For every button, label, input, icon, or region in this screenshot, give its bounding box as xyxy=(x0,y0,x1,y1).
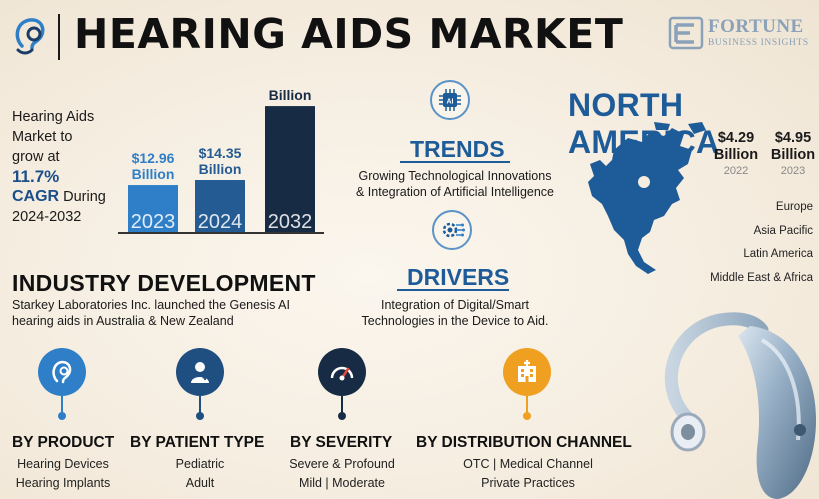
na-year-2023: 2023 xyxy=(780,165,806,177)
segment-dot xyxy=(196,412,204,420)
segment-heading-distribution: BY DISTRIBUTION CHANNEL xyxy=(416,434,632,451)
segment-heading-product: BY PRODUCT xyxy=(12,434,115,451)
hospital-icon xyxy=(503,348,551,396)
brand-subtitle: BUSINESS INSIGHTS xyxy=(708,38,809,48)
segment-dot xyxy=(58,412,66,420)
trends-text-line-1: Growing Technological Innovations xyxy=(358,169,552,183)
industry-heading: INDUSTRY DEVELOPMENT xyxy=(12,270,316,296)
growth-rate: 11.7% xyxy=(12,167,60,186)
bar-2024 xyxy=(195,180,245,232)
drivers-heading: DRIVERS xyxy=(407,264,510,290)
drivers-underline xyxy=(397,289,509,291)
na-amount-2023: $4.95 xyxy=(774,130,812,146)
segment-item: OTC | Medical Channel xyxy=(463,457,593,471)
segment-item: Pediatric xyxy=(175,457,225,471)
growth-line-1: Hearing Aids xyxy=(12,109,95,125)
drivers-text-line-2: Technologies in the Device to Aid. xyxy=(361,314,549,328)
title-divider xyxy=(58,14,60,60)
na-value-2023: $4.95 Billion 2023 xyxy=(768,130,818,177)
severity-gauge-icon xyxy=(318,348,366,396)
trends-underline xyxy=(400,161,510,163)
segment-connector xyxy=(341,396,343,414)
hearing-aid-image xyxy=(650,300,819,499)
segment-connector xyxy=(199,396,201,414)
brand-mark-icon xyxy=(668,16,704,50)
brand-name: FORTUNE xyxy=(708,16,804,37)
segment-dot xyxy=(523,412,531,420)
growth-statement: Hearing Aids Market to grow at 11.7% CAG… xyxy=(12,107,124,227)
segment-item: Hearing Implants xyxy=(15,476,111,490)
other-regions-list: Europe Asia Pacific Latin America Middle… xyxy=(710,196,813,290)
na-year-2022: 2022 xyxy=(723,165,749,177)
north-america-map-icon xyxy=(584,120,716,280)
segment-dot xyxy=(338,412,346,420)
patient-icon xyxy=(176,348,224,396)
drivers-description: Integration of Digital/Smart Technologie… xyxy=(340,297,570,329)
industry-text-line-2: hearing aids in Australia & New Zealand xyxy=(12,314,234,328)
industry-text-line-1: Starkey Laboratories Inc. launched the G… xyxy=(12,298,290,312)
na-unit-2022: Billion xyxy=(713,147,759,163)
segment-connector xyxy=(526,396,528,414)
chart-baseline xyxy=(118,232,324,234)
bar-value-label: $14.35 xyxy=(199,145,242,161)
bar-category-label: 2023 xyxy=(131,211,176,233)
hearing-aid-outline-icon xyxy=(8,12,54,58)
segment-connector xyxy=(61,396,63,414)
gear-circuit-icon xyxy=(432,210,472,250)
trends-description: Growing Technological Innovations & Inte… xyxy=(340,168,570,200)
segment-item: Adult xyxy=(185,476,215,490)
segment-item: Mild | Moderate xyxy=(299,476,385,490)
svg-text:AI: AI xyxy=(447,99,454,106)
segment-heading-patient-type: BY PATIENT TYPE xyxy=(130,434,265,451)
na-amount-2022: $4.29 xyxy=(717,130,755,146)
bar-category-label: 2032 xyxy=(268,211,313,233)
cagr-label: CAGR xyxy=(12,188,60,205)
bar-category-label: 2024 xyxy=(198,211,243,233)
during-label: During xyxy=(59,189,106,205)
ai-chip-icon: AI xyxy=(430,80,470,120)
drivers-text-line-1: Integration of Digital/Smart xyxy=(381,298,529,312)
forecast-period: 2024-2032 xyxy=(12,209,82,225)
bar-unit-label: Billion xyxy=(199,161,242,177)
na-value-2022: $4.29 Billion 2022 xyxy=(712,130,760,177)
ear-device-icon xyxy=(38,348,86,396)
bar-value-label: $12.96 xyxy=(132,150,175,166)
segment-heading-severity: BY SEVERITY xyxy=(290,434,393,451)
brand-logo: FORTUNE BUSINESS INSIGHTS xyxy=(668,14,816,54)
region-item: Middle East & Africa xyxy=(710,271,813,284)
trends-heading: TRENDS xyxy=(410,136,505,162)
bar-unit-label: Billion xyxy=(269,88,312,103)
bar-unit-label: Billion xyxy=(132,166,175,182)
na-unit-2023: Billion xyxy=(770,147,816,163)
segment-item: Private Practices xyxy=(481,476,575,490)
region-item: Asia Pacific xyxy=(753,224,813,237)
segment-item: Hearing Devices xyxy=(17,457,109,471)
page-title: HEARING AIDS MARKET xyxy=(74,10,624,58)
growth-line-3: grow at xyxy=(12,149,60,165)
trends-text-line-2: & Integration of Artificial Intelligence xyxy=(355,185,555,199)
market-size-bar-chart: 2023$12.96Billion2024$14.35Billion2032$3… xyxy=(128,88,315,233)
bar-2032 xyxy=(265,106,315,232)
segment-item: Severe & Profound xyxy=(289,457,395,471)
region-item: Latin America xyxy=(743,248,813,260)
region-item: Europe xyxy=(775,201,813,213)
bar-2023 xyxy=(128,185,178,232)
industry-description: Starkey Laboratories Inc. launched the G… xyxy=(12,297,332,329)
growth-line-2: Market to xyxy=(12,129,73,145)
